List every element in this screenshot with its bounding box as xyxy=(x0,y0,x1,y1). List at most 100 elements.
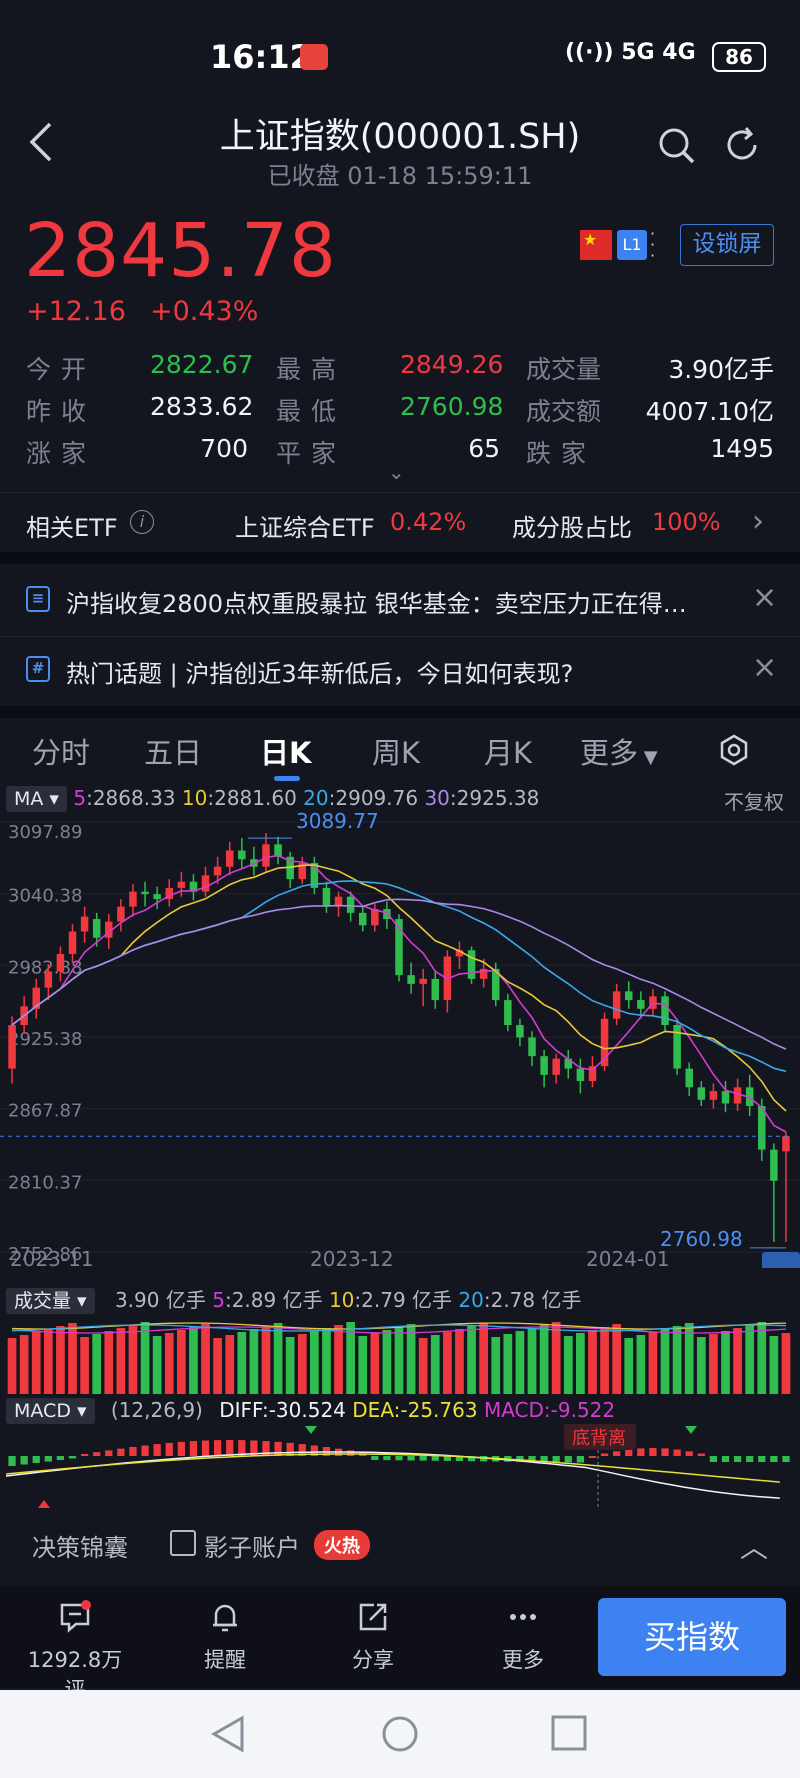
volume-bar-mark xyxy=(213,1338,222,1394)
macd-selector[interactable]: MACD ▾ xyxy=(6,1398,95,1424)
battery-icon: 86 xyxy=(712,42,766,72)
macd-histogram-bar xyxy=(213,1440,222,1456)
tab-daily-k[interactable]: 日K xyxy=(260,736,312,770)
current-price: 2845.78 xyxy=(24,208,338,294)
chevron-down-icon[interactable]: ⌄ xyxy=(388,460,405,484)
side-panel-tab xyxy=(762,1252,800,1268)
candle-body xyxy=(44,971,53,988)
macd-histogram-bar xyxy=(443,1456,451,1461)
candle-body xyxy=(262,844,270,867)
settings-icon[interactable] xyxy=(718,734,750,766)
candle-body xyxy=(153,894,161,900)
volume-bar-mark xyxy=(176,1330,186,1394)
shadow-account-button[interactable]: 影子账户 xyxy=(204,1534,300,1562)
tab-weekly-k[interactable]: 周K xyxy=(372,736,421,770)
tab-intraday[interactable]: 分时 xyxy=(32,736,91,770)
vol20-key: 20 xyxy=(458,1288,484,1312)
macd-histogram-bar xyxy=(625,1449,633,1456)
candle-body xyxy=(201,875,210,892)
volume-bar-mark xyxy=(455,1329,464,1394)
system-back-icon[interactable] xyxy=(210,1714,246,1754)
adjust-mode[interactable]: 不复权 xyxy=(724,790,784,814)
share-button[interactable]: 分享 xyxy=(318,1600,428,1674)
stat-value: 65 xyxy=(468,434,500,463)
candle-body xyxy=(431,978,440,1001)
refresh-icon[interactable] xyxy=(722,125,762,165)
volume-bar-mark xyxy=(92,1334,102,1394)
vol10-value: 10:2.79 亿手 xyxy=(328,1288,453,1312)
chevron-right-icon[interactable]: › xyxy=(752,504,764,539)
volume-bar-mark xyxy=(503,1334,513,1394)
more-dots-icon[interactable]: · · · xyxy=(650,224,656,265)
volume-bar-mark xyxy=(672,1326,682,1394)
ma20-value: 20:2909.76 xyxy=(303,786,419,810)
component-label: 成分股占比 xyxy=(512,514,632,542)
ma20-num: 2909.76 xyxy=(335,786,419,810)
macd-histogram-bar xyxy=(68,1456,77,1459)
volume-bar-mark xyxy=(418,1338,428,1394)
component-percent: 100% xyxy=(652,508,721,536)
chevron-up-icon[interactable]: ︿ xyxy=(740,1531,769,1564)
y-tick-label: 2752.86 xyxy=(8,1244,82,1265)
system-recents-icon[interactable] xyxy=(550,1714,588,1752)
macd-histogram-bar xyxy=(673,1449,681,1456)
ma-selector[interactable]: MA ▾ xyxy=(6,786,67,812)
volume-bar-mark xyxy=(515,1331,525,1394)
volume-selector[interactable]: 成交量 ▾ xyxy=(6,1288,95,1314)
close-icon[interactable]: × xyxy=(752,580,778,615)
ma5-num: 2868.33 xyxy=(92,786,176,810)
volume-bar-mark xyxy=(322,1328,331,1394)
candle-body xyxy=(165,887,173,900)
ma30-num: 2925.38 xyxy=(456,786,540,810)
volume-bar-mark xyxy=(116,1328,126,1394)
volume-bar-mark xyxy=(237,1332,247,1394)
candle-body xyxy=(177,881,186,888)
death-cross-marker xyxy=(305,1426,317,1434)
tab-more-label: 更多 xyxy=(580,736,639,770)
stat-value: 2833.62 xyxy=(150,392,254,421)
macd-histogram-bar xyxy=(637,1448,645,1456)
candle-body xyxy=(479,968,488,979)
decision-kit-button[interactable]: 决策锦囊 xyxy=(32,1534,128,1562)
kline-chart[interactable]: 3097.893040.382982.882925.382867.872810.… xyxy=(0,812,800,1268)
volume-bar-mark xyxy=(696,1337,706,1394)
golden-cross-marker xyxy=(38,1500,50,1508)
tab-more[interactable]: 更多 ▼ xyxy=(580,730,658,772)
volume-bar-mark xyxy=(164,1333,174,1394)
alert-button[interactable]: 提醒 xyxy=(170,1600,280,1674)
lock-screen-button[interactable]: 设锁屏 xyxy=(680,224,774,266)
tab-monthly-k[interactable]: 月K xyxy=(484,736,533,770)
tab-five-day[interactable]: 五日 xyxy=(144,736,203,770)
candle-body xyxy=(528,1037,536,1057)
system-home-icon[interactable] xyxy=(380,1714,420,1754)
info-icon[interactable]: i xyxy=(130,510,154,534)
volume-bar-mark xyxy=(430,1335,440,1394)
macd-histogram-bar xyxy=(141,1445,149,1456)
macd-histogram-bar xyxy=(552,1456,560,1463)
level-badge[interactable]: L1 xyxy=(617,230,647,260)
back-button[interactable] xyxy=(26,120,76,180)
high-label: 3089.77 xyxy=(296,812,379,833)
macd-selector-label: MACD xyxy=(14,1400,71,1422)
volume-bar-mark xyxy=(249,1329,259,1394)
volume-chart[interactable] xyxy=(0,1306,800,1394)
candle-body xyxy=(105,921,113,938)
candle-body xyxy=(238,850,246,860)
candle-body xyxy=(274,844,282,857)
volume-bar-mark xyxy=(443,1332,452,1394)
volume-bar-mark xyxy=(370,1333,380,1394)
close-icon[interactable]: × xyxy=(752,650,778,685)
search-icon[interactable] xyxy=(658,127,696,165)
etf-row[interactable] xyxy=(0,492,800,550)
candle-body xyxy=(540,1056,548,1075)
topic-headline[interactable]: 热门话题 | 沪指创近3年新低后，今日如何表现? xyxy=(66,660,574,688)
comments-button[interactable]: 1292.8万评 xyxy=(20,1600,130,1704)
more-button[interactable]: 更多 xyxy=(468,1600,578,1674)
macd-chart[interactable]: 底背离 xyxy=(0,1422,800,1512)
y-tick-label: 3097.89 xyxy=(8,822,82,843)
etf-name[interactable]: 上证综合ETF xyxy=(235,514,375,542)
news-headline[interactable]: 沪指收复2800点权重股暴拉 银华基金：卖空压力正在得… xyxy=(66,590,687,618)
macd-histogram-bar xyxy=(44,1456,52,1462)
buy-index-button[interactable]: 买指数 xyxy=(598,1598,786,1676)
candle-body xyxy=(661,996,669,1026)
